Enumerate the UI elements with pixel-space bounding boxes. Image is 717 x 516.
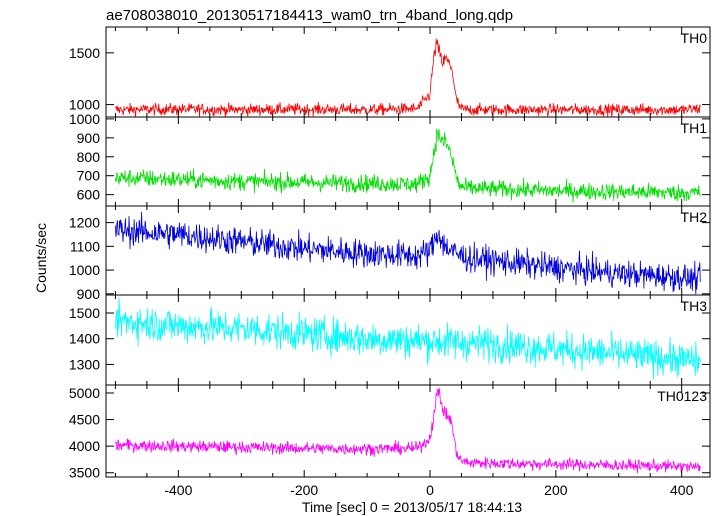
x-axis-label: Time [sec] 0 = 2013/05/17 18:44:13 (302, 499, 522, 515)
panel-th0: TH0 1000 1500 (69, 26, 711, 118)
series-line-th1 (115, 128, 701, 203)
chart-title: ae708038010_20130517184413_wam0_trn_4ban… (106, 7, 513, 24)
x-tick-label: 400 (670, 482, 694, 498)
panel-label: TH2 (681, 209, 708, 225)
x-tick-label: 200 (544, 482, 568, 498)
x-tick-label: -400 (164, 482, 192, 498)
y-tick-label: 1300 (69, 356, 100, 372)
y-tick-label: 3500 (69, 465, 100, 481)
y-tick-label: 800 (77, 149, 101, 165)
series-line-th3 (115, 297, 701, 380)
panel-frame (105, 116, 711, 207)
panel-label: TH0123 (657, 388, 707, 404)
y-tick-label: 900 (77, 286, 101, 302)
y-tick-label: 5000 (69, 385, 100, 401)
panel-th1: TH1 600 700 800 900 1000 (69, 111, 711, 207)
panel-label: TH0 (681, 30, 708, 46)
y-tick-label: 900 (77, 130, 101, 146)
y-tick-label: 700 (77, 168, 101, 184)
series-line-th2 (115, 211, 701, 295)
panel-th3: TH3 1300 1400 1500 (69, 294, 711, 386)
panel-frame (105, 26, 711, 118)
y-axis-label: Counts/sec (33, 223, 49, 293)
x-tick-label: -200 (290, 482, 318, 498)
series-line-th0 (115, 38, 701, 117)
y-tick-label: 1000 (69, 97, 100, 113)
y-tick-label: 600 (77, 187, 101, 203)
y-tick-label: 1200 (69, 215, 100, 231)
y-tick-label: 1400 (69, 331, 100, 347)
panels-group: TH0 1000 1500 TH1 600 700 800 900 1000 TH2 900 1000… (69, 26, 711, 498)
y-tick-label: 1000 (69, 262, 100, 278)
panel-label: TH1 (681, 120, 708, 136)
panel-th0123: TH0123 3500 4000 4500 5000 (69, 384, 711, 481)
y-tick-label: 1500 (69, 305, 100, 321)
y-tick-label: 4000 (69, 438, 100, 454)
y-tick-label: 1100 (70, 238, 100, 254)
panel-label: TH3 (681, 298, 708, 314)
series-line-th0123 (115, 387, 701, 474)
y-tick-label: 4500 (69, 412, 100, 428)
panel-th2: TH2 900 1000 1100 1200 (69, 205, 711, 302)
x-tick-label: 0 (426, 482, 434, 498)
y-tick-label: 1000 (69, 111, 100, 127)
panel-frame (105, 384, 711, 478)
y-tick-label: 1500 (69, 45, 100, 61)
